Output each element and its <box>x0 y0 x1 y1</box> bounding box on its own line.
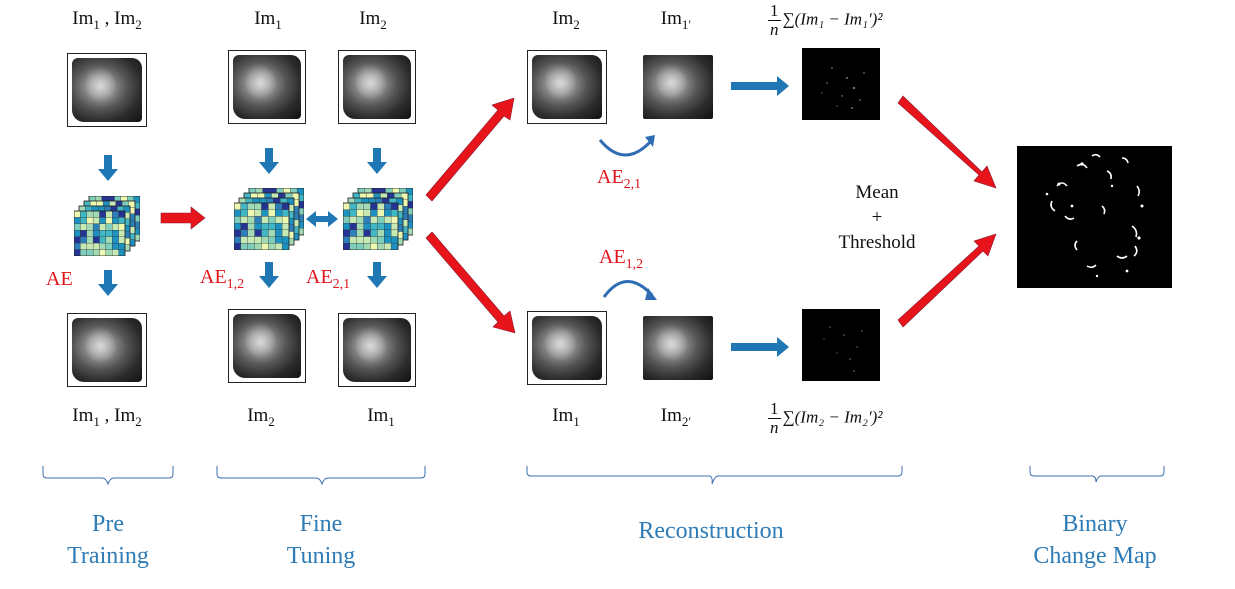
feature-map-stack-pre <box>74 196 140 256</box>
ae12-label-fine: AE1,2 <box>200 266 245 292</box>
label-im2-top-recon: Im2 <box>552 8 580 32</box>
brace-binary <box>1029 466 1165 483</box>
difference-map-top-speckle <box>821 67 865 109</box>
formula-top: 1 n ∑(Im₁ − Im₁′)² <box>768 1 883 39</box>
red-arrow-to-recon-bottom <box>425 231 516 334</box>
feature-map-stack-fine-1 <box>234 188 304 250</box>
red-arrow-top-to-map <box>897 95 997 189</box>
retina-image-recon-bottom-2 <box>638 311 718 385</box>
label-im1-bottom-fine: Im1 <box>367 405 395 429</box>
retina-image-fine-top-1 <box>228 50 306 124</box>
mean-text: Mean <box>855 182 899 203</box>
label-im1-top-fine: Im1 <box>254 8 282 32</box>
label-im2prime-bottom-recon: Im2′ <box>660 405 692 429</box>
down-arrow-fine-2-top <box>367 148 387 174</box>
ae21-label-fine: AE2,1 <box>306 266 351 292</box>
formula-bottom: 1 n ∑(Im₂ − Im₂′)² <box>768 399 883 437</box>
threshold-text: Threshold <box>838 232 916 253</box>
difference-map-bottom-speckle <box>823 326 863 372</box>
label-im1prime-top-recon: Im1′ <box>660 8 692 32</box>
feature-map-layer <box>74 210 126 256</box>
binary-change-map-image <box>1017 146 1172 288</box>
retina-image-pre-top <box>67 53 147 127</box>
retina-image-recon-top-1 <box>527 50 607 124</box>
retina-image-fine-bottom-1 <box>228 309 306 383</box>
brace-pre <box>42 466 174 486</box>
down-arrow-pre-bottom <box>98 270 118 296</box>
retina-image-recon-top-2 <box>638 50 718 124</box>
ae21-label-recon: AE2,1 <box>597 166 642 192</box>
label-im2-bottom-fine: Im2 <box>247 405 275 429</box>
down-arrow-fine-1-top <box>259 148 279 174</box>
curved-arrow-ae12 <box>602 280 654 298</box>
retina-image-pre-bottom <box>67 313 147 387</box>
retina-image-fine-top-2 <box>338 50 416 124</box>
label-im2-top-fine: Im2 <box>359 8 387 32</box>
red-arrow-to-recon-top <box>425 97 515 202</box>
down-arrow-fine-1-bottom <box>259 262 279 288</box>
curved-arrow-ae21 <box>598 138 654 157</box>
label-im1-im2-top-pre: Im1 , Im2 <box>72 8 142 32</box>
red-arrow-bottom-to-map <box>897 233 997 328</box>
stage-pre-training: Pre Training <box>67 511 149 569</box>
ae-label: AE <box>46 268 73 290</box>
feature-map-layer <box>343 202 399 250</box>
label-im1-bottom-recon: Im1 <box>552 405 580 429</box>
difference-map-bottom <box>802 309 880 381</box>
stage-binary-change-map: Binary Change Map <box>1033 511 1157 569</box>
down-arrow-fine-2-bottom <box>367 262 387 288</box>
down-arrow-pre-top <box>98 155 118 181</box>
binary-change-map-blobs <box>1045 153 1144 278</box>
red-arrow-pre-to-fine <box>160 206 206 230</box>
stage-fine-tuning: Fine Tuning <box>286 511 356 569</box>
blue-down-arrows <box>98 148 387 296</box>
ae12-label-recon: AE1,2 <box>599 246 644 272</box>
difference-map-top <box>802 48 880 120</box>
braces <box>42 466 1165 486</box>
double-arrow-fine <box>306 211 338 227</box>
feature-map-layer <box>234 202 290 250</box>
retina-image-fine-bottom-2 <box>338 313 416 387</box>
right-arrow-top <box>731 76 789 96</box>
brace-fine <box>216 466 426 486</box>
feature-map-stack-fine-2 <box>343 188 413 250</box>
right-arrow-bottom <box>731 337 789 357</box>
stage-reconstruction: Reconstruction <box>638 518 784 544</box>
mean-threshold-label: Mean + Threshold <box>838 180 915 255</box>
label-im1-im2-bottom-pre: Im1 , Im2 <box>72 405 142 429</box>
plus-text: + <box>871 207 883 228</box>
retina-image-recon-bottom-1 <box>527 311 607 385</box>
brace-recon <box>526 466 903 485</box>
